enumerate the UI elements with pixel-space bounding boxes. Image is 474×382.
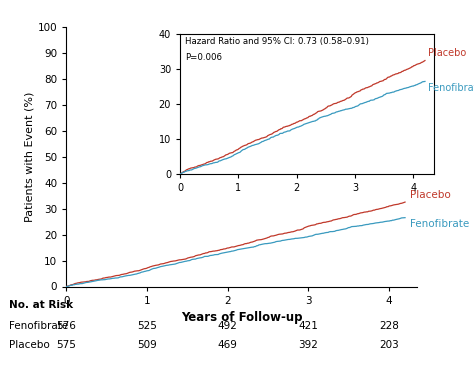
Text: 509: 509 — [137, 340, 157, 350]
Text: Hazard Ratio and 95% CI: 0.73 (0.58–0.91): Hazard Ratio and 95% CI: 0.73 (0.58–0.91… — [185, 37, 369, 46]
Text: 576: 576 — [56, 321, 76, 331]
Text: 228: 228 — [379, 321, 399, 331]
Text: Fenofibrate: Fenofibrate — [410, 219, 469, 229]
Text: Fenofibrate: Fenofibrate — [9, 321, 69, 331]
Text: Placebo: Placebo — [9, 340, 50, 350]
X-axis label: Years of Follow-up: Years of Follow-up — [181, 311, 302, 324]
Text: Fenofibrate: Fenofibrate — [428, 83, 474, 93]
Y-axis label: Patients with Event (%): Patients with Event (%) — [25, 91, 35, 222]
Text: P=0.006: P=0.006 — [185, 52, 222, 62]
Text: 203: 203 — [379, 340, 399, 350]
Text: 492: 492 — [218, 321, 237, 331]
Text: 421: 421 — [298, 321, 318, 331]
Text: No. at Risk: No. at Risk — [9, 300, 73, 310]
Text: 469: 469 — [218, 340, 237, 350]
Text: 392: 392 — [298, 340, 318, 350]
Text: Placebo: Placebo — [428, 48, 467, 58]
Text: 525: 525 — [137, 321, 157, 331]
Text: Placebo: Placebo — [410, 190, 451, 200]
Text: 575: 575 — [56, 340, 76, 350]
